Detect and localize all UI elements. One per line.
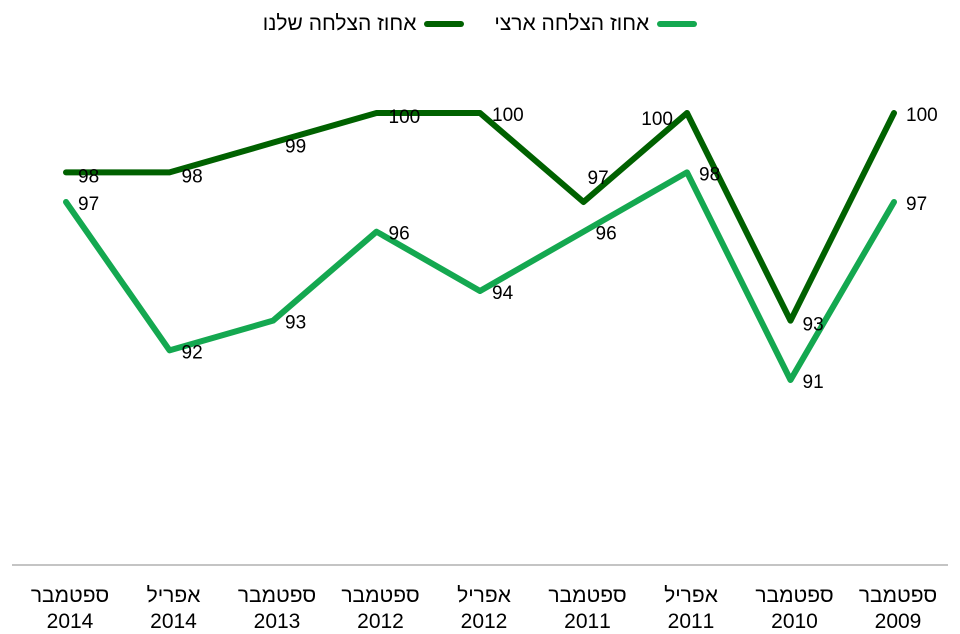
legend-swatch-ours: [424, 21, 465, 27]
data-label-national: 96: [596, 224, 617, 245]
legend-label-national: אחוז הצלחה ארצי: [494, 12, 650, 35]
data-label-national: 96: [389, 224, 410, 245]
data-label-ours: 97: [588, 168, 609, 189]
data-label-ours: 100: [389, 107, 421, 128]
data-label-national: 92: [182, 342, 203, 363]
data-label-ours: 100: [641, 109, 673, 130]
legend-swatch-national: [657, 21, 698, 27]
legend-item-ours: אחוז הצלחה שלנו: [263, 12, 465, 36]
x-tick-label: ספטמבר 2012: [341, 584, 419, 633]
x-tick-label: אפריל 2012: [457, 584, 511, 633]
data-label-ours: 100: [906, 105, 938, 126]
legend: אחוז הצלחה ארצי אחוז הצלחה שלנו: [0, 10, 960, 38]
data-label-ours: 100: [492, 105, 524, 126]
data-label-ours: 93: [803, 315, 824, 336]
legend-item-national: אחוז הצלחה ארצי: [494, 12, 698, 36]
x-tick-label: ספטמבר 2014: [31, 584, 109, 633]
data-label-national: 93: [285, 313, 306, 334]
data-label-ours: 98: [78, 166, 99, 187]
data-label-ours: 98: [182, 166, 203, 187]
x-tick-label: ספטמבר 2013: [238, 584, 316, 633]
series-line-ours: [63, 110, 897, 324]
series-line-national: [63, 169, 897, 383]
data-label-national: 97: [906, 194, 927, 215]
data-label-national: 91: [803, 372, 824, 393]
data-label-national: 97: [78, 194, 99, 215]
x-tick-label: ספטמבר 2009: [859, 584, 937, 633]
data-label-national: 94: [492, 283, 514, 304]
x-tick-label: אפריל 2014: [147, 584, 201, 633]
x-tick-label: ספטמבר 2011: [548, 584, 626, 633]
data-label-ours: 99: [285, 137, 306, 158]
legend-label-ours: אחוז הצלחה שלנו: [262, 12, 417, 35]
x-tick-label: אפריל 2011: [664, 584, 718, 633]
x-tick-label: ספטמבר 2010: [755, 584, 833, 633]
data-label-national: 98: [699, 164, 720, 185]
